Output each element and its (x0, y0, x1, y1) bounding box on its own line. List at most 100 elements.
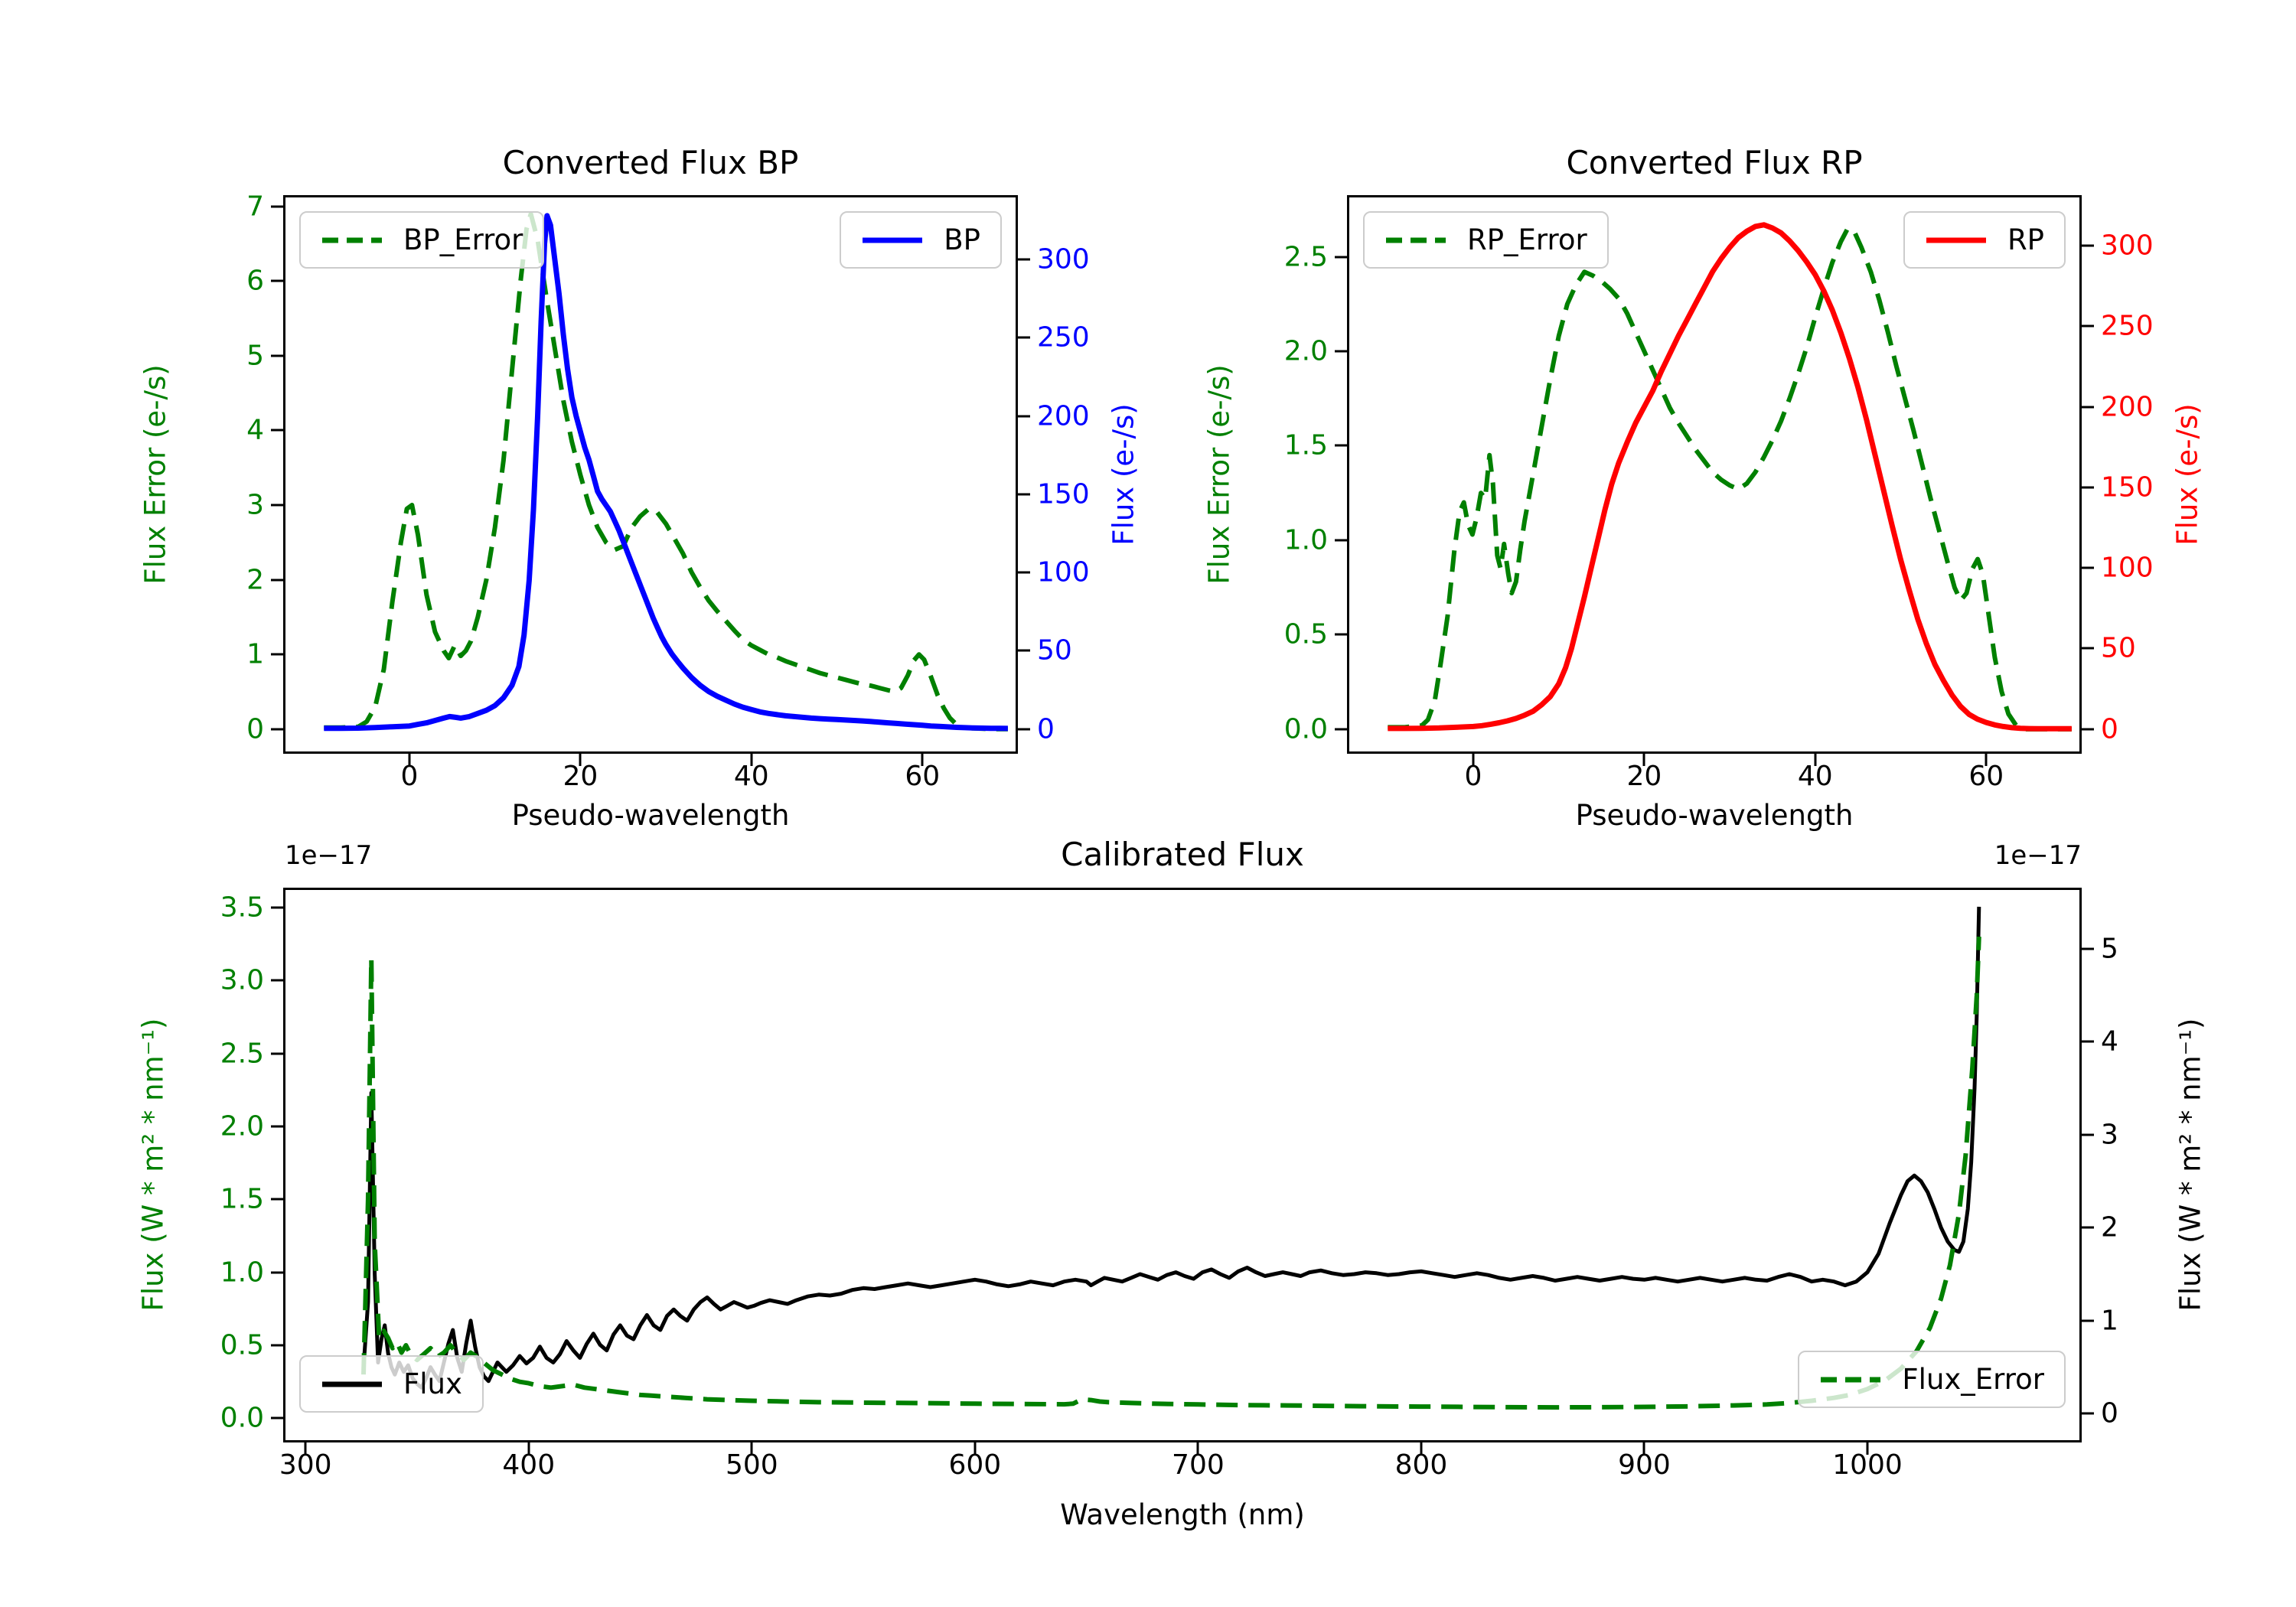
x-tick-label: 800 (1394, 1449, 1448, 1481)
y-right-tick-label: 250 (1037, 321, 1090, 354)
y-right-tick-label: 100 (2101, 552, 2154, 584)
y-left-tick-mark (271, 205, 283, 208)
y-left-tick-mark (271, 728, 283, 731)
y-right-tick-mark (2082, 324, 2094, 328)
x-tick-mark (1420, 1442, 1423, 1455)
x-tick-mark (1196, 1442, 1199, 1455)
BP-curve (324, 213, 1008, 732)
x-tick-mark (1814, 754, 1817, 766)
legend-line-sample (1926, 237, 1986, 243)
y-left-tick-label: 0.0 (220, 1402, 264, 1434)
RP-curve (1388, 222, 2072, 732)
y-right-tick-mark (2082, 406, 2094, 409)
y-right-tick-mark (1018, 649, 1030, 652)
x-tick-label: 0 (400, 761, 419, 792)
y-left-tick-label: 3 (246, 489, 264, 521)
x-tick-label: 1000 (1832, 1449, 1903, 1481)
y-right-tick-mark (2082, 1412, 2094, 1415)
chart-title-cal: Calibrated Flux (1061, 836, 1304, 873)
x-tick-mark (1985, 754, 1988, 766)
legend-label: RP_Error (1467, 223, 1587, 256)
y-right-tick-label: 0 (1037, 713, 1055, 745)
y-left-tick-label: 1.5 (220, 1183, 264, 1215)
y-right-tick-mark (2082, 728, 2094, 731)
y-left-tick-label: 2.0 (1283, 335, 1328, 367)
legend-label: BP_Error (403, 223, 523, 256)
y-right-tick-mark (2082, 947, 2094, 950)
x-tick-mark (921, 754, 924, 766)
x-tick-label: 0 (1464, 761, 1482, 792)
plot-svg-rp (1388, 222, 2072, 732)
y-left-tick-mark (271, 906, 283, 909)
x-tick-label: 600 (948, 1449, 1002, 1481)
Flux-curve (361, 906, 1981, 1390)
x-tick-mark (408, 754, 411, 766)
legend-bp: BP (840, 211, 1002, 269)
legend-line-sample (1821, 1377, 1881, 1382)
y-left-tick-mark (271, 354, 283, 357)
x-tick-mark (304, 1442, 307, 1455)
y-left-tick-mark (1335, 256, 1347, 259)
chart-title-bp: Converted Flux BP (502, 144, 799, 181)
legend-line-sample (863, 237, 923, 243)
y-left-tick-mark (1335, 539, 1347, 542)
y-left-tick-label: 4 (246, 414, 264, 446)
y-left-tick-mark (271, 579, 283, 582)
y-right-tick-label: 2 (2101, 1211, 2118, 1244)
y-right-tick-mark (1018, 258, 1030, 261)
y-right-tick-label: 0 (2101, 713, 2118, 745)
y-left-tick-label: 7 (246, 191, 264, 223)
x-tick-mark (1642, 754, 1645, 766)
y-right-tick-label: 150 (1037, 478, 1090, 510)
ylabel-rp-flux-error: Flux Error (e-/s) (1202, 364, 1236, 585)
legend-label: Flux_Error (1902, 1363, 2044, 1396)
RP_Error-curve (1388, 226, 2072, 732)
y-left-tick-label: 6 (246, 265, 264, 297)
x-tick-label: 500 (725, 1449, 778, 1481)
x-tick-label: 60 (1968, 761, 2004, 792)
y-left-tick-mark (271, 1052, 283, 1055)
x-tick-mark (974, 1442, 977, 1455)
y-left-tick-label: 1.0 (1283, 524, 1328, 556)
xlabel-rp: Pseudo-wavelength (1575, 799, 1854, 832)
y-right-tick-label: 50 (2101, 632, 2136, 664)
y-left-tick-mark (271, 1416, 283, 1420)
x-tick-label: 20 (1626, 761, 1662, 792)
y-right-tick-mark (2082, 244, 2094, 247)
y-left-tick-label: 1.0 (220, 1257, 264, 1289)
Flux_Error-curve (361, 936, 1981, 1410)
y-left-tick-label: 2.5 (220, 1038, 264, 1070)
y-right-tick-label: 5 (2101, 933, 2118, 965)
legend-label: BP (944, 223, 980, 256)
y-right-tick-mark (2082, 1040, 2094, 1043)
y-right-tick-mark (2082, 647, 2094, 650)
x-tick-label: 300 (279, 1449, 332, 1481)
legend-bp-error: BP_Error (299, 211, 545, 269)
x-tick-label: 40 (1797, 761, 1833, 792)
y-right-tick-label: 100 (1037, 556, 1090, 588)
y-left-tick-label: 1.5 (1283, 429, 1328, 461)
y-left-tick-label: 0 (246, 713, 264, 745)
legend-line-sample (322, 237, 382, 243)
y-right-tick-label: 150 (2101, 471, 2154, 504)
x-tick-label: 60 (905, 761, 941, 792)
ylabel-bp-flux: Flux (e-/s) (1107, 403, 1140, 546)
y-left-tick-mark (1335, 728, 1347, 731)
y-left-tick-mark (271, 1198, 283, 1201)
y-right-tick-mark (2082, 566, 2094, 569)
x-tick-label: 700 (1172, 1449, 1225, 1481)
y-left-tick-label: 2.0 (220, 1110, 264, 1143)
y-left-tick-label: 2.5 (1283, 241, 1328, 273)
y-right-tick-label: 300 (1037, 243, 1090, 275)
x-tick-label: 400 (502, 1449, 556, 1481)
x-tick-label: 20 (563, 761, 598, 792)
plot-area-calibrated: 300 400 500 600 700 800 900 1000 0.0 0.5 1.0 1.5 2.0… (220, 888, 2118, 1481)
y-left-tick-label: 1 (246, 638, 264, 670)
y-left-tick-mark (271, 653, 283, 656)
xlabel-calibrated: Wavelength (nm) (1060, 1498, 1305, 1531)
plot-area-bp: 0 20 40 60 0 1 2 3 4 5 6 7 0 50 100 150 200 250 300 BP_Erro… (246, 191, 1090, 792)
x-tick-mark (750, 1442, 753, 1455)
legend-rp: RP (1903, 211, 2066, 269)
y-right-tick-mark (1018, 493, 1030, 496)
